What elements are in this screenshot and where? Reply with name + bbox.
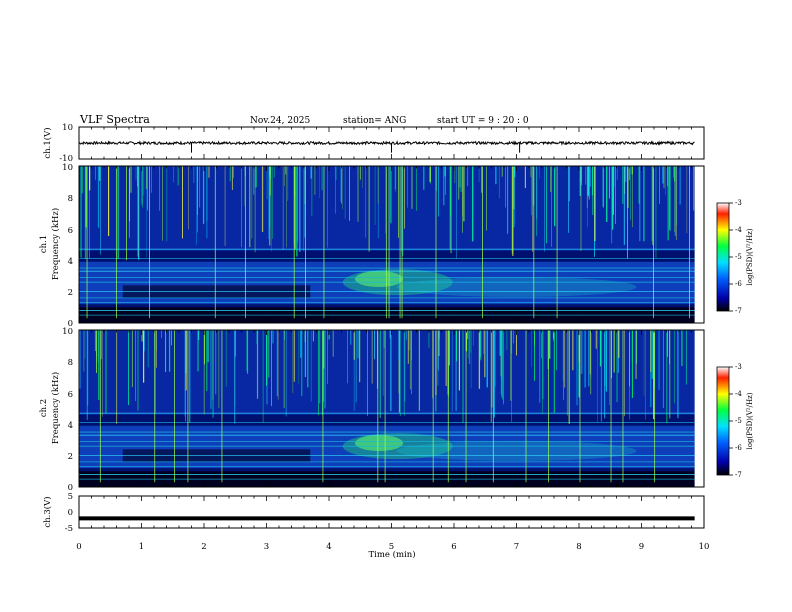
ch2-ytick-10: 10 xyxy=(62,327,73,337)
x-tick-label-7: 7 xyxy=(514,542,519,552)
ch1-spec-channel-label: ch.1 xyxy=(39,235,49,253)
ch2-ytick-6: 6 xyxy=(68,390,73,400)
cb2-tick-m7: -7 xyxy=(735,471,742,479)
cb1-tick-m4: -4 xyxy=(735,226,742,234)
ch2-colorbar: -3 -4 -5 -6 -7 log(PSD)(V²/Hz) xyxy=(716,363,754,479)
ch2-spec-channel-label: ch.2 xyxy=(39,399,49,417)
cb1-label: log(PSD)(V²/Hz) xyxy=(746,228,754,285)
ch1-ytick-8: 8 xyxy=(68,194,73,204)
x-tick-label-0: 0 xyxy=(76,542,81,552)
ch1-ytick-0: 0 xyxy=(68,319,73,329)
x-axis-tick-labels: 0 1 2 3 4 5 6 7 8 9 10 xyxy=(76,542,709,552)
x-tick-label-10: 10 xyxy=(699,542,710,552)
cb1-tick-m6: -6 xyxy=(735,280,742,288)
ch2-ytick-0: 0 xyxy=(68,483,73,493)
ch2-spectrogram-image xyxy=(79,330,704,487)
x-tick-label-6: 6 xyxy=(451,542,456,552)
start-time-label: start UT = 9 : 20 : 0 xyxy=(437,116,529,126)
x-tick-label-5: 5 xyxy=(389,542,394,552)
ch3-waveform-panel: 5 0 -5 ch.3(V) xyxy=(42,492,705,534)
ch1-colorbar: -3 -4 -5 -6 -7 log(PSD)(V²/Hz) xyxy=(716,199,754,315)
x-tick-label-8: 8 xyxy=(576,542,581,552)
cb2-tick-m6: -6 xyxy=(735,444,742,452)
cb2-tick-m5: -5 xyxy=(735,417,742,425)
ch2-ytick-8: 8 xyxy=(68,358,73,368)
ch1-spec-ylabel: Frequency (kHz) xyxy=(50,208,61,280)
ch1-ytick-2: 2 xyxy=(68,288,73,298)
station-label: station= ANG xyxy=(343,116,406,126)
ch1-waveform-line xyxy=(78,140,695,153)
cb1-tick-m7: -7 xyxy=(735,307,742,315)
ch2-spectrogram-ticks xyxy=(78,330,705,487)
ch1-spectrogram-image xyxy=(79,166,704,323)
ch3-ytick-m5: -5 xyxy=(65,524,73,534)
ch2-spectrogram-panel: 10 8 6 4 2 0 ch.2 Frequency (kHz) xyxy=(39,327,705,493)
chart-title: VLF Spectra xyxy=(79,113,150,126)
cb2-tick-m4: -4 xyxy=(735,390,742,398)
ch2-ytick-4: 4 xyxy=(68,421,73,431)
cb2-label: log(PSD)(V²/Hz) xyxy=(746,392,754,449)
ch3-ytick-5: 5 xyxy=(68,492,73,502)
x-tick-label-4: 4 xyxy=(326,542,331,552)
ch3-waveform-ticks xyxy=(78,496,705,528)
cb1-tick-m3: -3 xyxy=(735,199,742,207)
ch1-ylabel: ch.1(V) xyxy=(42,127,53,158)
x-tick-label-2: 2 xyxy=(201,542,206,552)
ch1-waveform-ticks xyxy=(78,127,705,159)
ch3-ytick-0: 0 xyxy=(68,508,73,518)
ch1-ytick-bottom: -10 xyxy=(59,154,73,164)
x-tick-label-1: 1 xyxy=(139,542,144,552)
x-tick-label-3: 3 xyxy=(264,542,269,552)
ch1-spectrogram-ticks xyxy=(78,166,705,323)
ch1-spectrogram-panel: 10 8 6 4 2 0 ch.1 Frequency (kHz) xyxy=(39,163,705,329)
x-tick-label-9: 9 xyxy=(639,542,644,552)
date-label: Nov.24, 2025 xyxy=(250,116,311,126)
ch1-ytick-10: 10 xyxy=(62,163,73,173)
ch1-ytick-top: 10 xyxy=(62,123,73,133)
cb1-tick-m5: -5 xyxy=(735,253,742,261)
ch1-ytick-4: 4 xyxy=(68,257,73,267)
x-axis-label: Time (min) xyxy=(368,549,415,560)
ch3-ylabel: ch.3(V) xyxy=(42,496,53,527)
ch1-waveform-panel: 10 -10 ch.1(V) xyxy=(42,123,705,164)
ch2-ytick-2: 2 xyxy=(68,452,73,462)
ch2-spec-ylabel: Frequency (kHz) xyxy=(50,372,61,444)
cb2-tick-m3: -3 xyxy=(735,363,742,371)
ch1-ytick-6: 6 xyxy=(68,226,73,236)
